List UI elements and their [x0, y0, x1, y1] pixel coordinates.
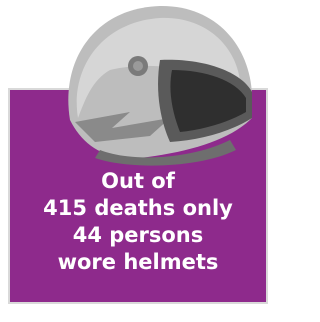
caption-line: 44 persons — [8, 222, 268, 249]
caption-line: wore helmets — [8, 249, 268, 276]
caption: Out of 415 deaths only 44 persons wore h… — [8, 168, 268, 276]
caption-line: Out of — [8, 168, 268, 195]
card: Out of 415 deaths only 44 persons wore h… — [0, 0, 278, 322]
caption-line: 415 deaths only — [8, 195, 268, 222]
helmet-icon — [0, 0, 278, 170]
